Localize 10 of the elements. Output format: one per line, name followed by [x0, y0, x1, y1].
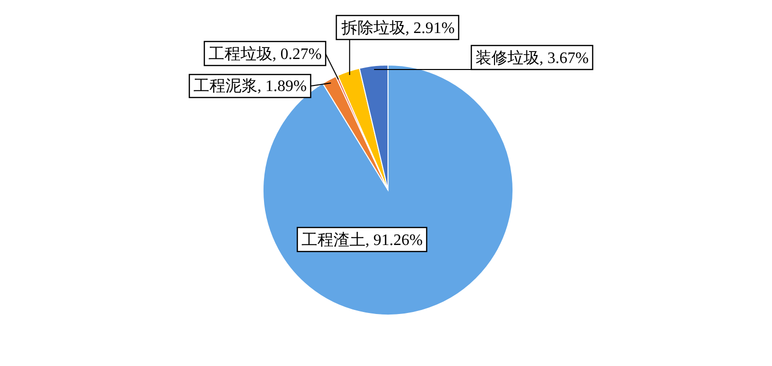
data-label: , 1.89%	[257, 78, 307, 94]
data-label: , 91.26%	[365, 232, 423, 248]
data-label: , 2.91%	[405, 20, 455, 36]
data-label: , 3.67%	[539, 50, 589, 66]
data-label: , 0.27%	[272, 46, 322, 62]
slice-label: 工程渣土	[301, 230, 366, 248]
slice-label: 工程泥浆	[193, 78, 258, 94]
slice-label: 拆除垃圾	[340, 18, 406, 36]
slice-label: 工程垃圾	[208, 44, 272, 62]
slice-label: 装修垃圾	[475, 48, 540, 66]
